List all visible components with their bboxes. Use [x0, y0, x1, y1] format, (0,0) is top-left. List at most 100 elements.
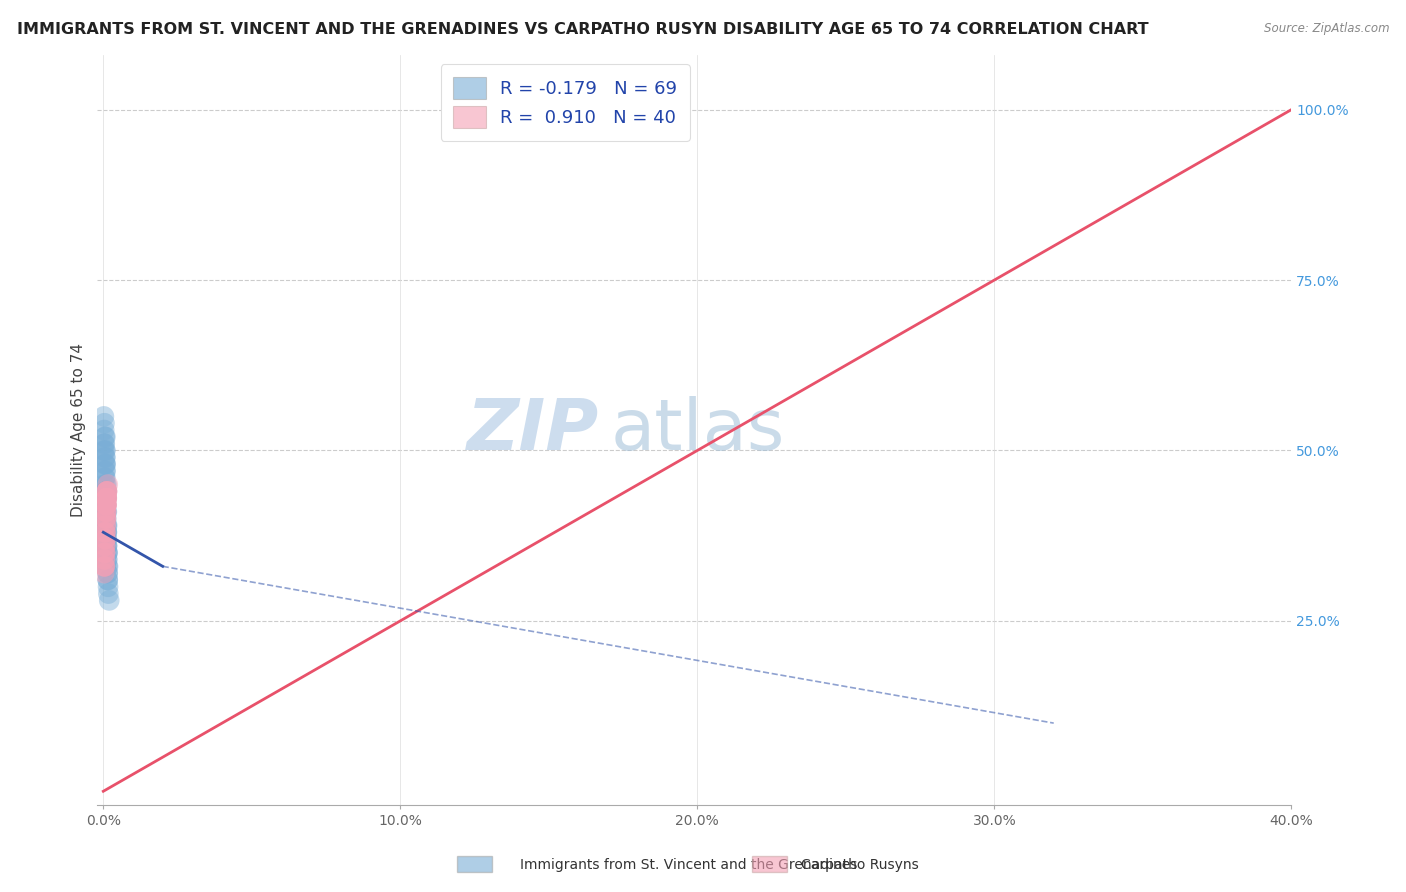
- Point: [94, 539, 117, 553]
- Point: [96, 505, 118, 519]
- Text: ZIP: ZIP: [467, 395, 599, 465]
- Point: [97, 573, 120, 587]
- Point: [93, 546, 115, 560]
- Point: [97, 586, 120, 600]
- Point: [94, 525, 117, 540]
- Point: [96, 484, 118, 499]
- Point: [94, 539, 117, 553]
- Point: [93, 409, 115, 424]
- Point: [96, 525, 118, 540]
- Point: [94, 477, 117, 491]
- Point: [94, 484, 117, 499]
- Point: [94, 525, 117, 540]
- Point: [94, 511, 117, 525]
- Point: [94, 525, 117, 540]
- Point: [98, 593, 121, 607]
- Point: [96, 539, 118, 553]
- Point: [97, 580, 120, 594]
- Point: [94, 457, 117, 471]
- Point: [96, 539, 118, 553]
- Point: [94, 532, 117, 546]
- Point: [94, 505, 117, 519]
- Point: [94, 457, 117, 471]
- Point: [94, 436, 117, 450]
- Point: [96, 546, 118, 560]
- Point: [94, 511, 117, 525]
- Point: [94, 559, 117, 574]
- Point: [94, 546, 117, 560]
- Point: [94, 498, 117, 512]
- Point: [94, 559, 117, 574]
- Point: [96, 491, 118, 506]
- Point: [94, 450, 117, 465]
- Point: [97, 559, 120, 574]
- Point: [94, 491, 117, 506]
- Point: [96, 525, 118, 540]
- Text: Source: ZipAtlas.com: Source: ZipAtlas.com: [1264, 22, 1389, 36]
- Point: [96, 491, 118, 506]
- Point: [94, 539, 117, 553]
- Point: [96, 484, 118, 499]
- Point: [96, 498, 118, 512]
- Point: [94, 430, 117, 444]
- Point: [96, 505, 118, 519]
- Point: [93, 423, 115, 437]
- Point: [94, 484, 117, 499]
- Point: [96, 518, 118, 533]
- Point: [96, 559, 118, 574]
- Point: [96, 518, 118, 533]
- Point: [94, 491, 117, 506]
- Legend: R = -0.179   N = 69, R =  0.910   N = 40: R = -0.179 N = 69, R = 0.910 N = 40: [440, 64, 690, 141]
- Point: [96, 477, 118, 491]
- Point: [93, 498, 115, 512]
- Point: [97, 546, 120, 560]
- Point: [96, 491, 118, 506]
- Point: [97, 477, 120, 491]
- Point: [97, 566, 120, 581]
- Point: [94, 511, 117, 525]
- Point: [96, 552, 118, 566]
- Point: [94, 450, 117, 465]
- Point: [94, 505, 117, 519]
- Y-axis label: Disability Age 65 to 74: Disability Age 65 to 74: [72, 343, 86, 517]
- Point: [93, 436, 115, 450]
- Point: [94, 471, 117, 485]
- Point: [93, 443, 115, 458]
- Point: [93, 552, 115, 566]
- Point: [93, 566, 115, 581]
- Point: [94, 505, 117, 519]
- Point: [94, 518, 117, 533]
- Point: [94, 430, 117, 444]
- Point: [93, 416, 115, 430]
- Point: [97, 573, 120, 587]
- Point: [96, 511, 118, 525]
- Point: [94, 464, 117, 478]
- Point: [96, 491, 118, 506]
- Point: [93, 477, 115, 491]
- Point: [94, 525, 117, 540]
- Point: [96, 532, 118, 546]
- Point: [96, 484, 118, 499]
- Point: [96, 498, 118, 512]
- Point: [96, 491, 118, 506]
- Text: Immigrants from St. Vincent and the Grenadines: Immigrants from St. Vincent and the Gren…: [520, 858, 858, 872]
- Point: [96, 539, 118, 553]
- Point: [96, 566, 118, 581]
- Point: [96, 532, 118, 546]
- Point: [96, 498, 118, 512]
- Point: [96, 484, 118, 499]
- Point: [96, 484, 118, 499]
- Point: [94, 546, 117, 560]
- Point: [96, 498, 118, 512]
- Point: [96, 518, 118, 533]
- Point: [94, 457, 117, 471]
- Text: atlas: atlas: [610, 395, 785, 465]
- Point: [94, 505, 117, 519]
- Point: [96, 532, 118, 546]
- Point: [94, 532, 117, 546]
- Point: [94, 443, 117, 458]
- Point: [96, 525, 118, 540]
- Point: [94, 525, 117, 540]
- Point: [94, 471, 117, 485]
- Point: [96, 491, 118, 506]
